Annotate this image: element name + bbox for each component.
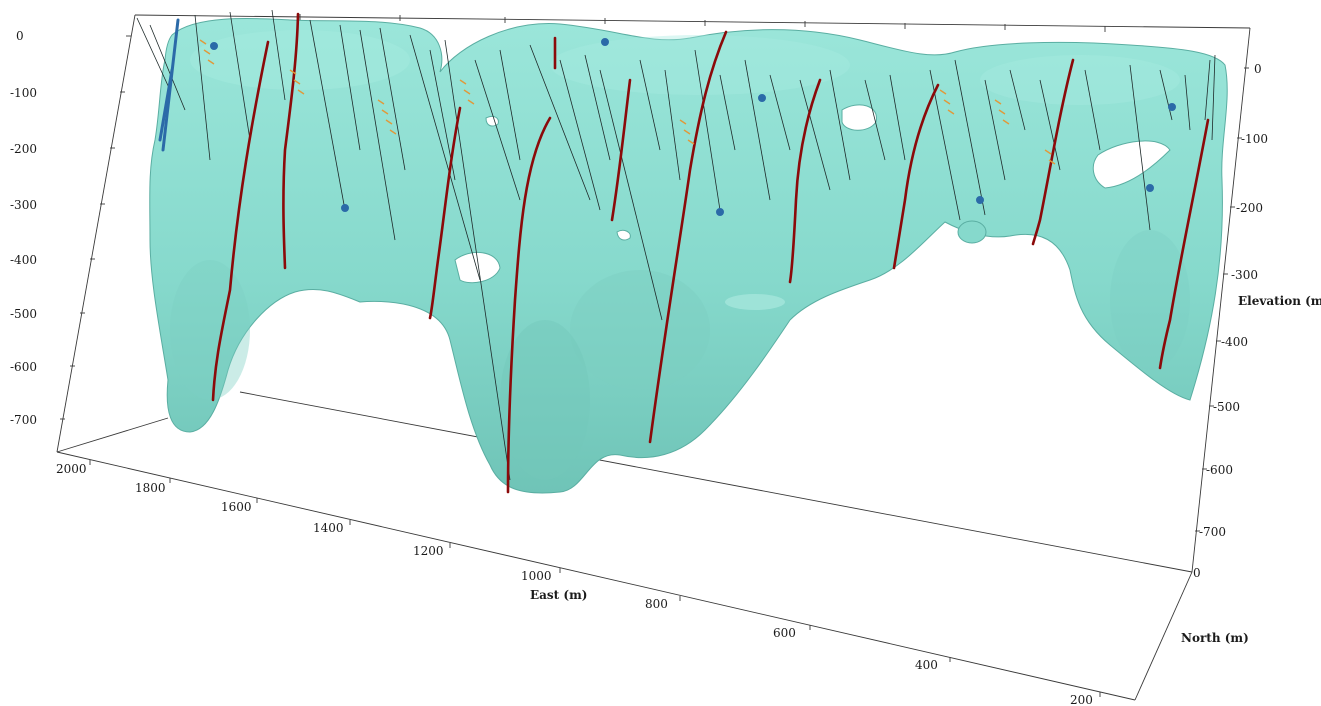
blue-samples bbox=[158, 18, 1176, 216]
elev-right-tick-5: -500 bbox=[1213, 400, 1240, 414]
elev-left-tick-3: -300 bbox=[10, 198, 37, 212]
north-axis: 0 North (m) bbox=[1181, 566, 1249, 645]
north-tick-0: 0 bbox=[1193, 566, 1201, 580]
elev-left-tick-6: -600 bbox=[10, 360, 37, 374]
elevation-axis-left: 0 -100 -200 -300 -400 -500 -600 -700 bbox=[10, 29, 131, 427]
highlighted-drillholes[interactable] bbox=[211, 12, 1210, 494]
east-axis-title: East (m) bbox=[530, 588, 587, 602]
elevation-axis-title: Elevation (m) bbox=[1238, 294, 1321, 308]
elev-right-tick-2: -200 bbox=[1236, 201, 1263, 215]
east-tick-3: 1400 bbox=[313, 521, 344, 535]
east-tick-5: 1000 bbox=[521, 569, 552, 583]
elev-left-tick-5: -500 bbox=[10, 307, 37, 321]
east-tick-4: 1200 bbox=[413, 544, 444, 558]
drillholes[interactable] bbox=[136, 9, 1216, 481]
elev-right-tick-4: -400 bbox=[1221, 335, 1248, 349]
elev-left-tick-1: -100 bbox=[10, 86, 37, 100]
elev-left-tick-4: -400 bbox=[10, 253, 37, 267]
east-tick-8: 400 bbox=[915, 658, 938, 672]
elevation-axis-right: 0 -100 -200 -300 Elevation (m) -400 -500… bbox=[1195, 62, 1321, 539]
elev-right-tick-1: -100 bbox=[1241, 132, 1268, 146]
east-tick-7: 600 bbox=[773, 626, 796, 640]
north-axis-title: North (m) bbox=[1181, 631, 1249, 645]
east-tick-6: 800 bbox=[645, 597, 668, 611]
elev-right-tick-3: -300 bbox=[1231, 268, 1258, 282]
east-tick-1: 1800 bbox=[135, 481, 166, 495]
east-axis: 2000 1800 1600 1400 1200 1000 East (m) 8… bbox=[56, 460, 1101, 706]
elev-right-tick-6: -600 bbox=[1206, 463, 1233, 477]
elev-left-tick-0: 0 bbox=[16, 29, 24, 43]
bounding-box bbox=[56, 14, 1251, 701]
east-tick-9: 200 bbox=[1070, 693, 1093, 706]
elev-right-tick-7: -700 bbox=[1199, 525, 1226, 539]
east-tick-2: 1600 bbox=[221, 500, 252, 514]
elev-right-tick-0: 0 bbox=[1254, 62, 1262, 76]
east-tick-0: 2000 bbox=[56, 462, 87, 476]
top-edge-ticks bbox=[299, 14, 1106, 32]
elev-left-tick-7: -700 bbox=[10, 413, 37, 427]
orebody-solid[interactable] bbox=[149, 18, 1228, 494]
elev-left-tick-2: -200 bbox=[10, 142, 37, 156]
orange-samples bbox=[199, 39, 1056, 165]
